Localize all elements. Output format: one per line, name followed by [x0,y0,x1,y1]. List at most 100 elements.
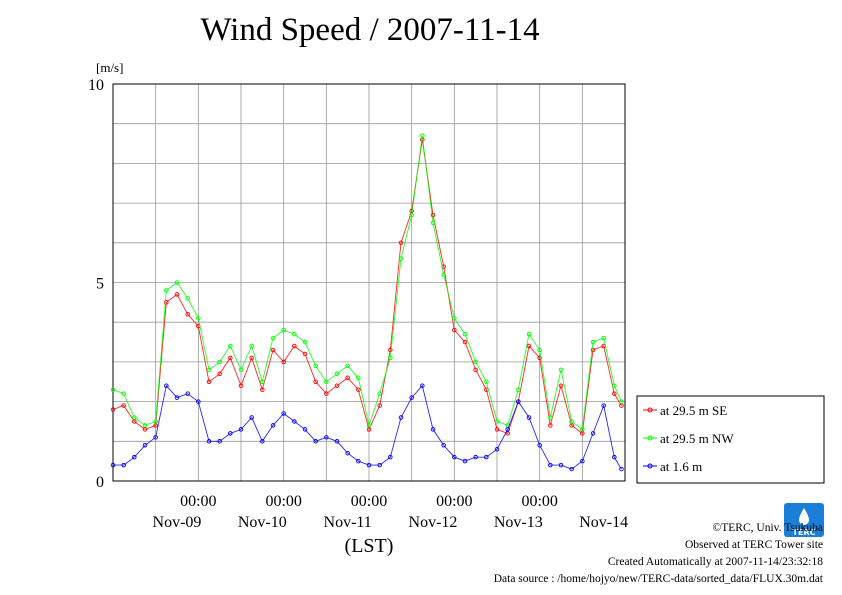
data-source-text: Data source : /home/hojyo/new/TERC-data/… [493,573,823,585]
x-tick-date-label: Nov-11 [324,514,372,531]
data-point [270,423,276,428]
series-line-1 [112,135,622,431]
data-point [612,391,617,396]
data-point [558,462,564,468]
data-point [281,359,286,365]
data-point [420,133,425,138]
data-point [196,315,201,321]
data-point [345,450,350,456]
data-point [196,399,201,404]
data-point [548,415,553,420]
data-point [526,331,532,337]
data-point [110,387,116,392]
data-point [356,458,361,464]
data-point [462,331,468,337]
data-point [484,454,489,460]
data-point [569,466,574,472]
legend-label: at 29.5 m NW [660,431,734,446]
x-axis-ticks: 00:00 00:00 00:00 00:00 00:00 Nov-09 Nov-10 Nov… [153,493,629,531]
x-tick-time-label: 00:00 [180,493,216,510]
data-point [260,379,265,385]
data-point [185,312,190,317]
series-line-0 [112,139,622,435]
x-tick-date-label: Nov-13 [494,514,543,531]
data-point [185,296,190,301]
data-point [473,367,478,373]
data-point [281,411,286,416]
data-point [505,427,510,432]
data-point [441,272,446,277]
x-tick-date-label: Nov-09 [153,514,202,531]
data-point [174,395,180,400]
data-point [132,454,137,460]
data-point [260,387,265,392]
data-point [121,403,126,408]
data-point [366,462,372,468]
data-point [590,431,596,436]
data-point [121,462,126,468]
data-point [206,439,212,444]
data-point [356,387,361,392]
data-point [217,439,222,444]
data-point [249,355,254,361]
chart-title: Wind Speed / 2007-11-14 [200,12,540,48]
data-point [452,327,457,333]
data-point [452,315,457,321]
data-point [601,403,606,408]
data-point [313,439,318,444]
data-point [612,454,617,460]
data-point [238,427,244,432]
grid-lines [113,84,625,481]
data-point [537,355,542,361]
x-axis-label: (LST) [345,535,394,557]
data-point [558,383,564,388]
data-point [206,379,212,385]
data-point [516,399,521,404]
data-point [580,427,585,432]
data-point [217,371,222,377]
data-point [388,347,393,353]
data-point [398,415,404,420]
data-point [345,375,350,381]
x-tick-date-label: Nov-10 [238,514,287,531]
data-point [334,383,340,388]
legend-label: at 1.6 m [660,459,702,474]
data-point [174,280,180,285]
data-point [537,443,542,448]
legend-marker [647,463,653,469]
data-point [313,379,318,385]
legend-label: at 29.5 m SE [660,403,727,418]
data-point [292,419,297,424]
data-point [601,335,606,341]
data-point [281,327,286,333]
data-point [462,339,468,345]
data-point [420,383,425,388]
y-axis-ticks: 0 5 10 [88,77,104,491]
data-point [164,300,169,305]
data-point [526,415,532,420]
data-point [590,347,596,353]
y-tick-label: 0 [96,474,104,491]
data-point [270,335,276,341]
series-line-2 [113,384,622,470]
data-point [110,407,116,412]
data-point [494,446,500,452]
data-point [398,240,404,246]
data-point [377,391,382,396]
data-point [441,443,446,448]
data-point [260,439,265,444]
data-point [249,415,254,420]
data-point [366,423,372,428]
x-tick-time-label: 00:00 [265,493,301,510]
data-point [121,391,126,396]
data-point [619,466,624,472]
data-point [302,351,308,357]
data-point [526,343,532,349]
data-point [324,379,329,385]
data-point [409,212,414,218]
data-point [345,363,350,369]
data-point [302,427,308,432]
data-point [537,347,542,353]
logo-text: TERC [793,528,816,537]
data-point [473,359,478,365]
